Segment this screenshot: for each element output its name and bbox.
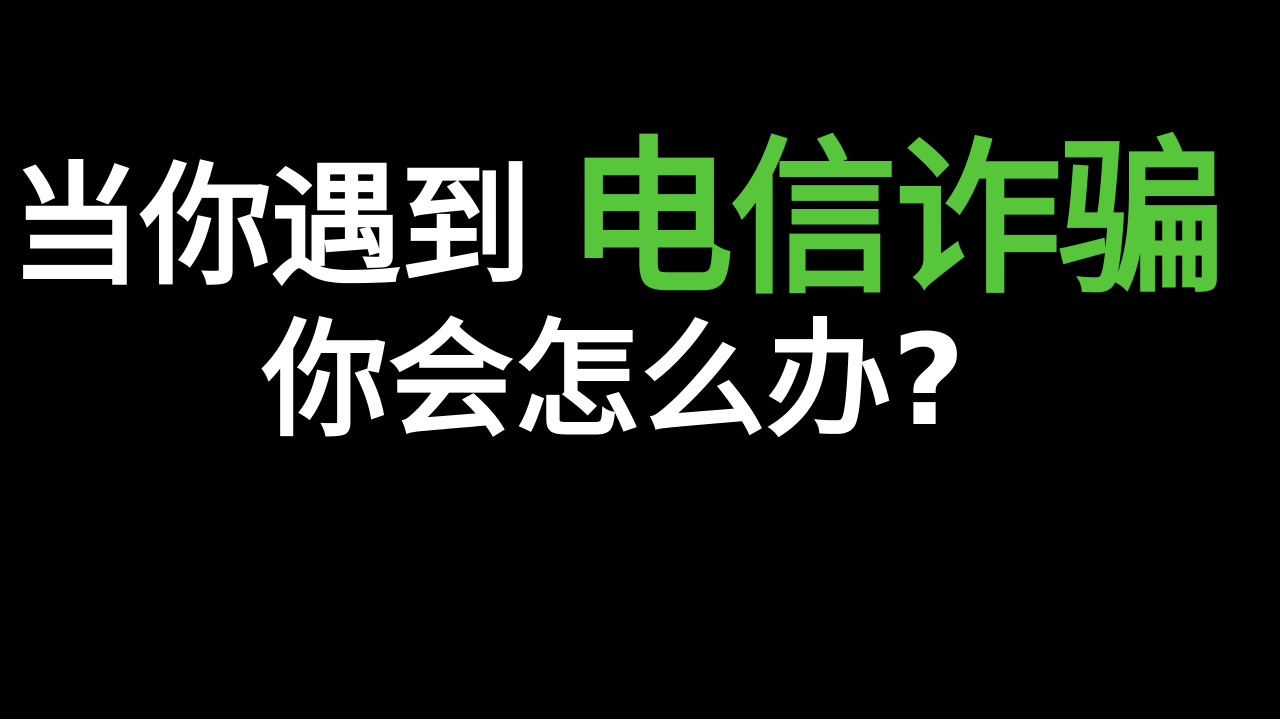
headline-line-2: 你会怎么办? — [262, 307, 966, 454]
headline-line-1: 当你遇到 电信诈骗 — [10, 121, 1272, 317]
headline-text-white: 当你遇到 — [10, 150, 532, 304]
headline-text-highlight: 电信诈骗 — [566, 121, 1226, 317]
